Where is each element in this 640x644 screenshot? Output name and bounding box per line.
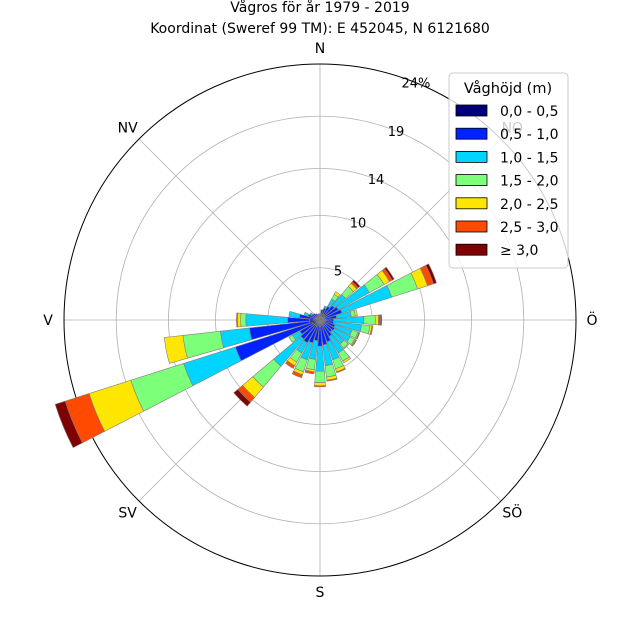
radial-tick-label: 14 xyxy=(368,173,385,188)
direction-label: SÖ xyxy=(502,503,522,521)
rose-bar-segment xyxy=(233,388,252,407)
grid-spoke xyxy=(319,319,502,502)
rose-bar-segment xyxy=(336,367,346,374)
direction-label: S xyxy=(316,585,325,601)
radial-tick-label: 24% xyxy=(402,76,431,91)
chart-subtitle: Koordinat (Sweref 99 TM): E 452045, N 61… xyxy=(150,21,490,37)
chart-title: Vågros för år 1979 - 2019 xyxy=(230,0,409,16)
radial-tick-label: 19 xyxy=(388,125,405,140)
rose-bar-segment xyxy=(313,313,318,318)
rose-bar-segment xyxy=(303,311,310,317)
rose-bar-segment xyxy=(315,313,319,318)
rose-bar-segment xyxy=(288,310,301,319)
rose-bar-segment xyxy=(324,363,337,378)
legend-swatch xyxy=(455,243,488,256)
rose-bar-segment xyxy=(369,325,374,336)
legend-swatch xyxy=(455,150,488,163)
rose-bar-segment xyxy=(425,263,437,285)
rose-bar-segment xyxy=(315,345,325,372)
direction-label: N xyxy=(315,41,325,57)
rose-bar-segment xyxy=(314,385,326,388)
legend: Våghöjd (m) 0,0 - 0,5 0,5 - 1,0 1,0 - 1,5 1… xyxy=(448,72,569,269)
rose-bar-segment xyxy=(304,369,315,375)
rose-bar-segment xyxy=(309,312,314,316)
rose-bar-segment xyxy=(240,312,247,328)
legend-label: 2,5 - 3,0 xyxy=(500,220,558,236)
legend-label: 0,0 - 0,5 xyxy=(500,104,558,120)
rose-bar-segment xyxy=(342,356,352,364)
rose-bar-segment xyxy=(285,360,296,369)
direction-label: NV xyxy=(118,121,138,137)
grid-circle xyxy=(215,215,425,425)
rose-bar-segment xyxy=(380,314,382,326)
grid-circle xyxy=(168,168,472,472)
rose-bar-segment xyxy=(326,377,338,382)
legend-swatch xyxy=(455,127,488,140)
direction-label: Ö xyxy=(586,311,597,329)
rose-bar-segment xyxy=(314,382,326,387)
rose-bar-segment xyxy=(351,279,361,289)
legend-label: 1,0 - 1,5 xyxy=(500,150,558,166)
rose-bars xyxy=(54,263,437,449)
rose-bar-segment xyxy=(323,305,328,310)
legend-label: 1,5 - 2,0 xyxy=(500,174,558,190)
rose-bar-segment xyxy=(288,334,296,343)
direction-label: SV xyxy=(118,505,137,521)
rose-bar-segment xyxy=(351,339,357,347)
rose-bar-segment xyxy=(291,370,303,379)
legend-swatch xyxy=(455,174,488,187)
grid-circle xyxy=(115,115,525,525)
rose-bar-segment xyxy=(343,343,350,350)
radial-tick-label: 10 xyxy=(350,216,367,231)
legend-swatch xyxy=(455,197,488,210)
legend-swatch xyxy=(455,104,488,117)
polar-frame xyxy=(63,63,577,577)
legend-label: 2,0 - 2,5 xyxy=(500,197,558,213)
legend-label: 0,5 - 1,0 xyxy=(500,127,558,143)
rose-bar-segment xyxy=(333,291,341,298)
legend-box xyxy=(448,72,569,269)
grid-spoke xyxy=(138,138,321,321)
rose-bar-segment xyxy=(236,312,239,328)
rose-bar-segment xyxy=(314,370,326,383)
rose-bar-segment xyxy=(384,266,395,281)
rose-bar-segment xyxy=(237,312,242,328)
rose-bar-segment xyxy=(353,309,358,317)
rose-bar-segment xyxy=(54,400,83,449)
rose-bar-segment xyxy=(163,335,188,364)
legend-title: Våghöjd (m) xyxy=(464,80,552,97)
rose-bar-segment xyxy=(355,331,361,340)
rose-bar-segment xyxy=(363,315,376,325)
rose-bar-segment xyxy=(317,313,320,316)
radial-tick-label: 5 xyxy=(334,265,342,280)
legend-label: ≥ 3,0 xyxy=(500,243,538,259)
legend-swatch xyxy=(455,220,488,233)
direction-label: V xyxy=(43,313,53,329)
rose-bar-segment xyxy=(374,314,379,326)
